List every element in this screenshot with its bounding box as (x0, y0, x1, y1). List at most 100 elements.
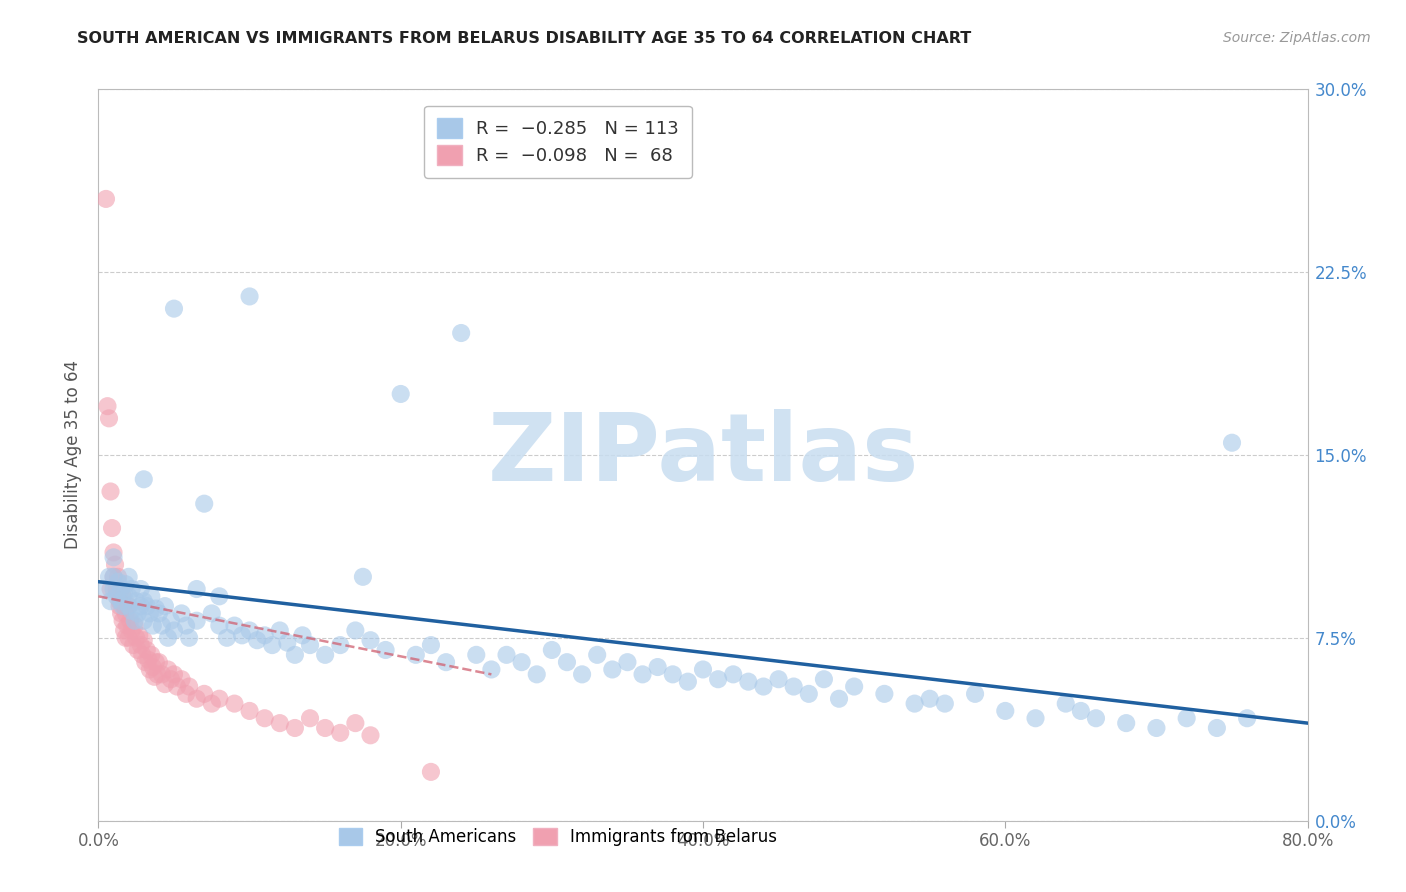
Point (344, 624, 367, 638)
Point (143, 670, 166, 684)
Point (163, 667, 186, 681)
Point (602, 663, 624, 677)
Text: ZIPatlas: ZIPatlas (488, 409, 918, 501)
Point (132, 614, 155, 628)
Point (299, 711, 322, 725)
Point (1054, 697, 1077, 711)
Point (114, 631, 136, 645)
Point (360, 633, 382, 648)
Text: SOUTH AMERICAN VS IMMIGRANTS FROM BELARUS DISABILITY AGE 35 TO 64 CORRELATION CH: SOUTH AMERICAN VS IMMIGRANTS FROM BELARU… (77, 31, 972, 46)
Point (104, 558, 127, 572)
Point (145, 655, 167, 669)
Point (103, 570, 125, 584)
Point (299, 638, 322, 652)
Point (813, 672, 835, 686)
Point (246, 633, 269, 648)
Point (120, 614, 142, 628)
Point (136, 653, 159, 667)
Point (873, 687, 896, 701)
Point (918, 691, 941, 706)
Point (555, 655, 578, 669)
Point (723, 667, 745, 681)
Point (111, 599, 134, 613)
Point (239, 624, 262, 638)
Point (661, 667, 683, 681)
Point (101, 521, 124, 535)
Point (450, 326, 472, 340)
Point (156, 631, 179, 645)
Point (156, 663, 179, 677)
Point (170, 607, 193, 621)
Point (1070, 704, 1092, 718)
Point (98, 570, 121, 584)
Point (208, 691, 231, 706)
Point (148, 655, 170, 669)
Point (105, 582, 128, 596)
Legend: South Americans, Immigrants from Belarus: South Americans, Immigrants from Belarus (332, 821, 783, 853)
Point (153, 677, 176, 691)
Point (163, 624, 186, 638)
Point (135, 643, 157, 657)
Point (329, 726, 352, 740)
Point (692, 663, 714, 677)
Point (103, 570, 125, 584)
Point (174, 687, 197, 701)
Point (127, 607, 149, 621)
Point (420, 638, 443, 652)
Point (132, 472, 155, 486)
Point (481, 663, 503, 677)
Point (132, 633, 155, 648)
Point (193, 497, 215, 511)
Point (360, 728, 382, 742)
Point (118, 599, 141, 613)
Point (374, 643, 396, 657)
Point (163, 301, 186, 316)
Point (141, 648, 163, 662)
Point (1236, 711, 1258, 725)
Point (129, 638, 152, 652)
Point (122, 638, 145, 652)
Point (118, 631, 141, 645)
Point (110, 607, 132, 621)
Point (107, 570, 129, 584)
Point (314, 648, 336, 662)
Point (121, 604, 143, 618)
Point (540, 643, 562, 657)
Point (134, 655, 156, 669)
Point (737, 674, 759, 689)
Point (96, 399, 118, 413)
Point (434, 655, 457, 669)
Point (239, 704, 262, 718)
Point (142, 618, 165, 632)
Point (783, 680, 806, 694)
Point (112, 624, 135, 638)
Point (110, 582, 132, 596)
Point (153, 599, 176, 613)
Y-axis label: Disability Age 35 to 64: Disability Age 35 to 64 (65, 360, 83, 549)
Point (631, 667, 654, 681)
Point (186, 614, 208, 628)
Point (1144, 721, 1167, 735)
Point (253, 628, 276, 642)
Point (160, 672, 183, 686)
Point (420, 764, 443, 779)
Point (121, 582, 143, 596)
Point (224, 618, 246, 632)
Point (616, 655, 638, 669)
Point (124, 618, 146, 632)
Point (118, 590, 141, 604)
Point (108, 594, 131, 608)
Point (193, 687, 215, 701)
Point (146, 667, 169, 681)
Point (114, 607, 136, 621)
Point (510, 655, 533, 669)
Point (495, 648, 517, 662)
Point (174, 618, 197, 632)
Point (208, 590, 231, 604)
Point (179, 680, 201, 694)
Point (352, 570, 374, 584)
Point (150, 667, 173, 681)
Point (284, 721, 307, 735)
Point (344, 716, 367, 731)
Point (215, 631, 238, 645)
